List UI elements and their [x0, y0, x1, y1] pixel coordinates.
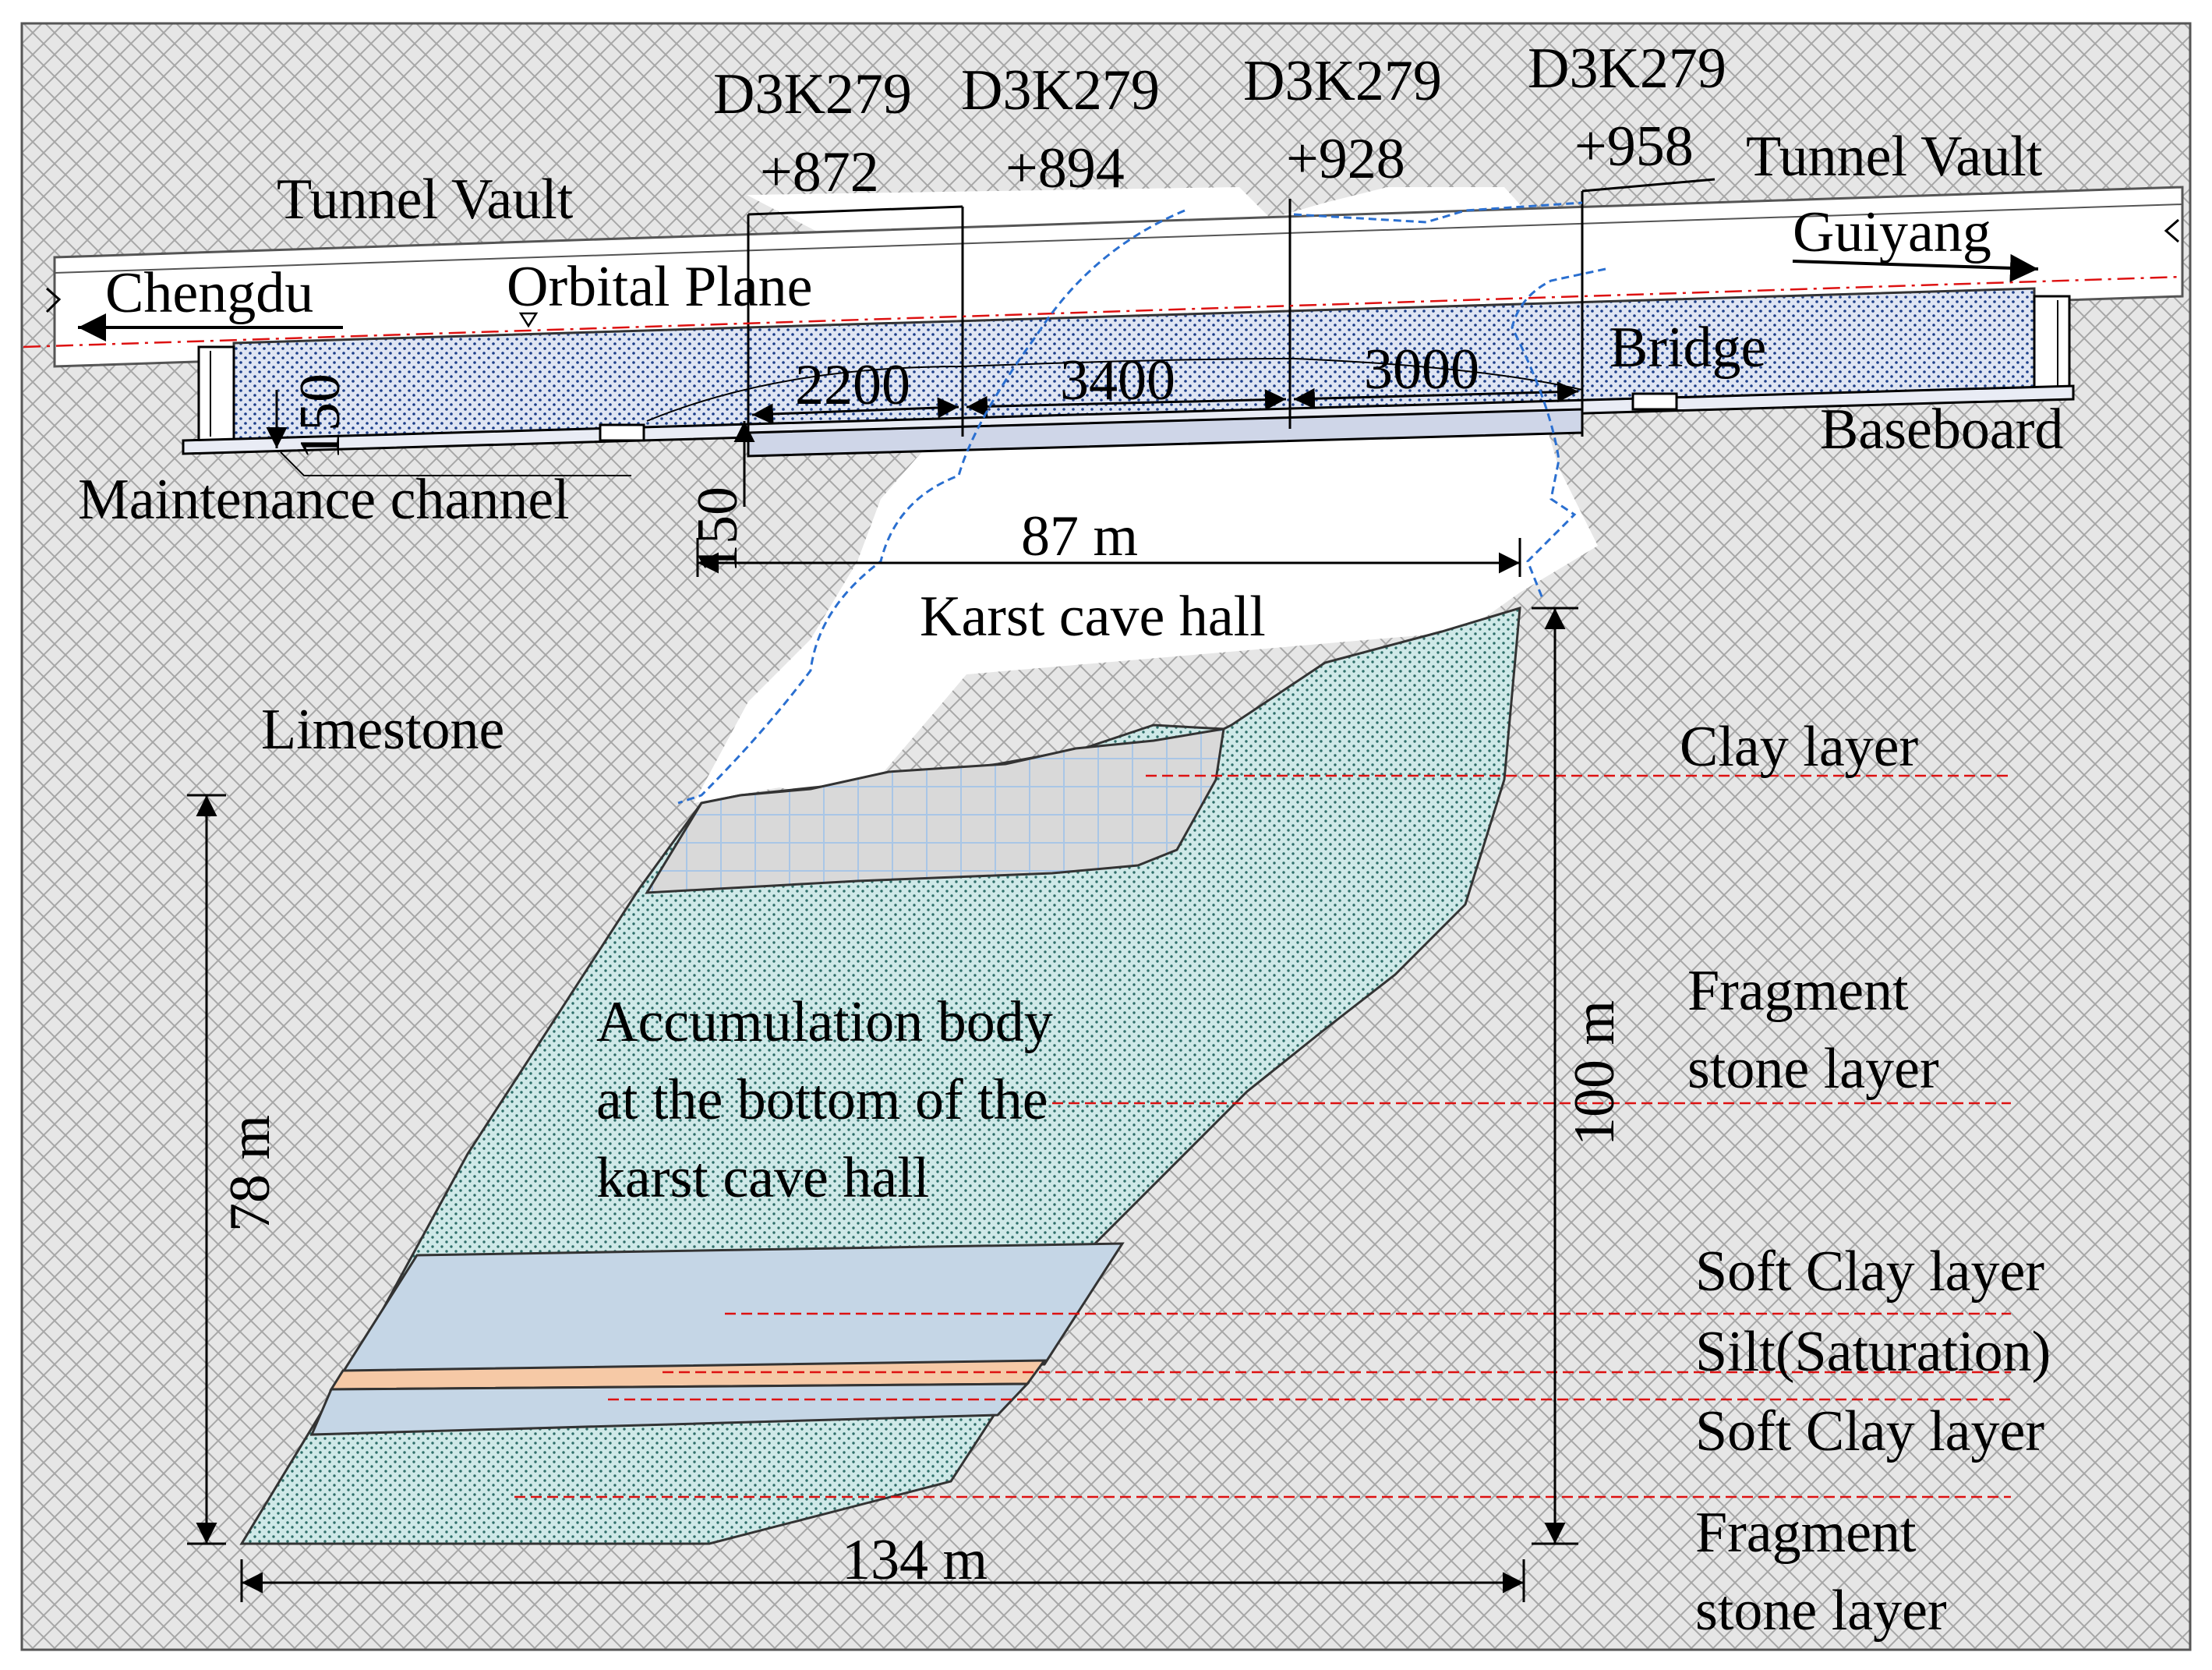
guiyang-label: Guiyang [1793, 200, 1991, 264]
layer-soft-clay-1-label: Soft Clay layer [1695, 1240, 2044, 1304]
station-1-line1: D3K279 [713, 62, 912, 126]
station-4-line2: +958 [1574, 115, 1694, 179]
station-4-line1: D3K279 [1528, 37, 1726, 101]
maintenance-channel-label: Maintenance channel [78, 468, 570, 532]
guiyang-arrow [1792, 253, 2039, 282]
height-100-label: 100 m [1563, 1000, 1627, 1146]
width-87-label: 87 m [1021, 504, 1138, 568]
left-break-mark [45, 287, 62, 313]
clay-layer-area [645, 727, 1225, 894]
layer-soft-clay-2-label: Soft Clay layer [1695, 1399, 2044, 1463]
orbital-plane-marker [518, 312, 539, 328]
layer-clay-label: Clay layer [1680, 715, 1918, 779]
span-3400-label: 3400 [1060, 349, 1175, 412]
karst-cave-hall-label: Karst cave hall [920, 585, 1266, 649]
layer-silt-label: Silt(Saturation) [1695, 1320, 2051, 1384]
orbital-plane-label: Orbital Plane [507, 255, 813, 319]
limestone-label: Limestone [261, 698, 504, 762]
dim-150-upper-label: 150 [288, 373, 352, 460]
span-2200-line [751, 397, 959, 425]
span-3000-label: 3000 [1364, 338, 1479, 402]
span-3000-line [1293, 381, 1579, 409]
accumulation-label-2: at the bottom of the [596, 1068, 1048, 1132]
soft-clay-upper-area [341, 1242, 1125, 1374]
station-tick-958 [1581, 178, 1716, 193]
soft-clay-lower-area [309, 1382, 1030, 1436]
layer-fragment-1-line2: stone layer [1687, 1037, 1939, 1101]
left-abutment [197, 345, 235, 442]
maintenance-leader [280, 451, 631, 476]
station-2-line1: D3K279 [961, 58, 1160, 122]
dim-150-lower-label: 150 [686, 486, 750, 573]
cave-outline-dashed [677, 209, 1186, 805]
accumulation-label-1: Accumulation body [596, 990, 1053, 1054]
height-78-label: 78 m [218, 1115, 282, 1232]
span-3400-line [966, 389, 1287, 417]
layer-fragment-1-line1: Fragment [1687, 959, 1909, 1023]
layer-fragment-2-line1: Fragment [1695, 1501, 1917, 1565]
station-3-line2: +928 [1286, 127, 1405, 191]
layer-fragment-2-line2: stone layer [1695, 1579, 1947, 1643]
tunnel-vault-right-label: Tunnel Vault [1746, 125, 2043, 189]
accumulation-label-3: karst cave hall [596, 1146, 929, 1210]
left-bearing [599, 423, 645, 442]
station-2-line2: +894 [1005, 136, 1125, 200]
right-break-mark [2164, 218, 2179, 243]
width-134-label: 134 m [842, 1528, 988, 1592]
chengdu-label: Chengdu [105, 261, 313, 325]
deck-curve [646, 357, 1583, 422]
station-1-line2: +872 [760, 140, 879, 204]
cave-outline-dashed-right [1293, 201, 1606, 601]
right-abutment [2033, 295, 2071, 391]
bridge-label: Bridge [1610, 316, 1766, 380]
baseboard-label: Baseboard [1820, 398, 2063, 462]
right-bearing [1631, 392, 1678, 411]
station-3-line1: D3K279 [1243, 49, 1442, 113]
tunnel-vault-inner-line [54, 203, 2183, 274]
station-tick-872 [747, 205, 963, 216]
tunnel-vault-left-label: Tunnel Vault [277, 168, 574, 232]
span-2200-label: 2200 [795, 353, 910, 417]
